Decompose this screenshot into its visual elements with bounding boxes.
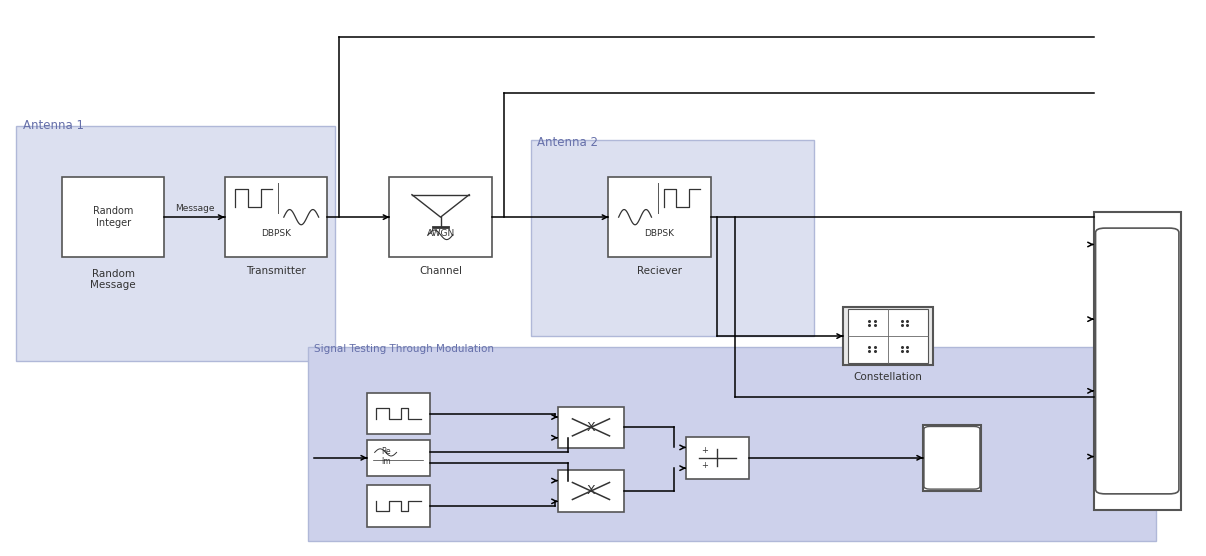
Text: X: X bbox=[586, 484, 596, 498]
Text: Signal Testing Through Modulation: Signal Testing Through Modulation bbox=[315, 344, 494, 354]
FancyBboxPatch shape bbox=[558, 406, 624, 448]
Text: DBPSK: DBPSK bbox=[644, 229, 674, 237]
FancyBboxPatch shape bbox=[367, 485, 429, 527]
Text: Constellation: Constellation bbox=[854, 373, 923, 383]
Text: Message: Message bbox=[175, 205, 215, 214]
FancyBboxPatch shape bbox=[367, 440, 429, 476]
FancyBboxPatch shape bbox=[686, 437, 749, 479]
FancyBboxPatch shape bbox=[843, 307, 933, 365]
FancyBboxPatch shape bbox=[63, 177, 164, 257]
Text: Antenna 1: Antenna 1 bbox=[23, 120, 84, 132]
FancyBboxPatch shape bbox=[309, 347, 1157, 541]
Text: +: + bbox=[701, 461, 708, 470]
Text: Channel: Channel bbox=[418, 266, 462, 276]
FancyBboxPatch shape bbox=[367, 393, 429, 434]
FancyBboxPatch shape bbox=[558, 470, 624, 512]
Text: Random
Integer: Random Integer bbox=[93, 206, 134, 228]
FancyBboxPatch shape bbox=[924, 426, 980, 489]
Text: Reciever: Reciever bbox=[637, 266, 683, 276]
Text: X: X bbox=[586, 421, 596, 434]
Text: +: + bbox=[701, 446, 708, 455]
Text: DBPSK: DBPSK bbox=[260, 229, 291, 237]
FancyBboxPatch shape bbox=[923, 425, 980, 491]
FancyBboxPatch shape bbox=[224, 177, 327, 257]
FancyBboxPatch shape bbox=[1095, 228, 1179, 494]
Text: Im: Im bbox=[381, 457, 391, 466]
FancyBboxPatch shape bbox=[608, 177, 710, 257]
FancyBboxPatch shape bbox=[16, 126, 335, 361]
FancyBboxPatch shape bbox=[390, 177, 492, 257]
Text: Re: Re bbox=[381, 447, 391, 456]
Text: AWGN: AWGN bbox=[427, 229, 455, 237]
FancyBboxPatch shape bbox=[1094, 212, 1181, 510]
Text: Transmitter: Transmitter bbox=[246, 266, 305, 276]
FancyBboxPatch shape bbox=[848, 309, 929, 363]
Text: Antenna 2: Antenna 2 bbox=[537, 136, 598, 149]
Text: Random
Message: Random Message bbox=[90, 269, 136, 290]
FancyBboxPatch shape bbox=[531, 140, 814, 336]
